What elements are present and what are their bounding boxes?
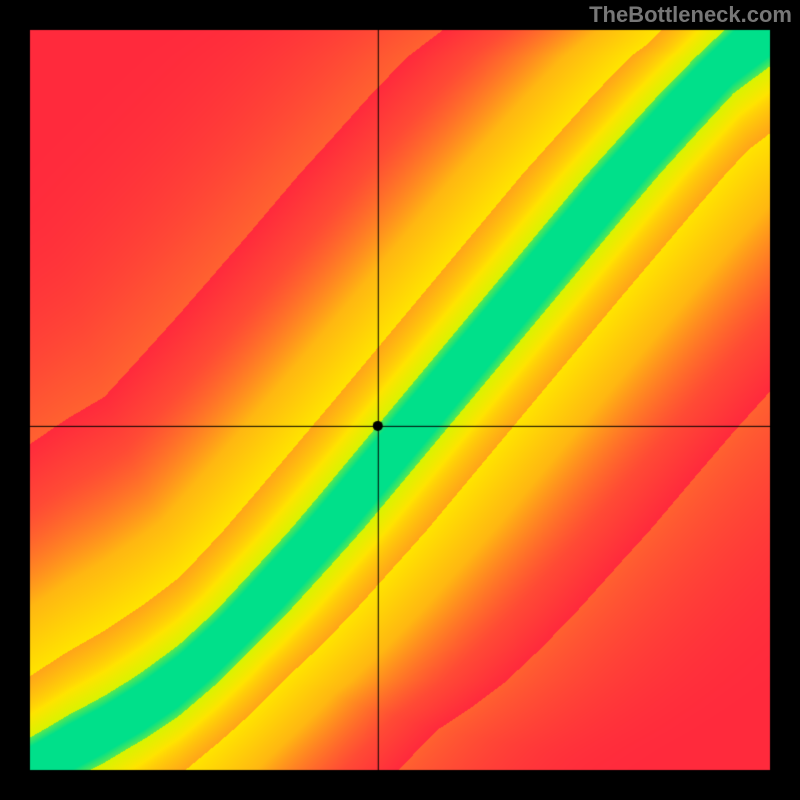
watermark-text: TheBottleneck.com xyxy=(589,2,792,28)
bottleneck-heatmap xyxy=(0,0,800,800)
